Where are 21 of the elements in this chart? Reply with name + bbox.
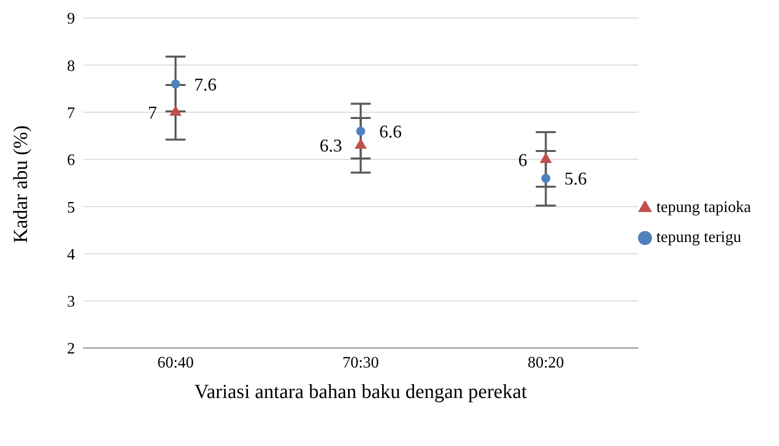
data-label: 6: [518, 150, 528, 170]
x-tick-label: 80:20: [528, 354, 564, 372]
x-tick-label: 60:40: [157, 354, 194, 372]
data-label: 7.6: [194, 74, 217, 94]
legend-label: tepung terigu: [656, 229, 742, 246]
data-label: 6.3: [320, 136, 342, 156]
data-label: 6.6: [379, 122, 402, 142]
y-tick-label: 4: [67, 246, 75, 264]
y-tick-label: 2: [67, 340, 75, 358]
data-label: 7: [148, 102, 158, 123]
y-axis-title: Kadar abu (%): [10, 125, 32, 243]
x-axis-title: Variasi antara bahan baku dengan perekat: [194, 381, 528, 403]
data-label: 5.6: [564, 168, 587, 189]
y-tick-label: 3: [67, 294, 75, 311]
y-tick-label: 5: [67, 199, 75, 216]
y-tick-label: 6: [67, 152, 75, 170]
legend-label: tepung tapioka: [656, 199, 751, 216]
x-tick-label: 70:30: [342, 354, 379, 372]
y-tick-label: 8: [67, 58, 75, 75]
y-tick-label: 9: [67, 10, 75, 28]
y-tick-label: 7: [67, 104, 75, 122]
